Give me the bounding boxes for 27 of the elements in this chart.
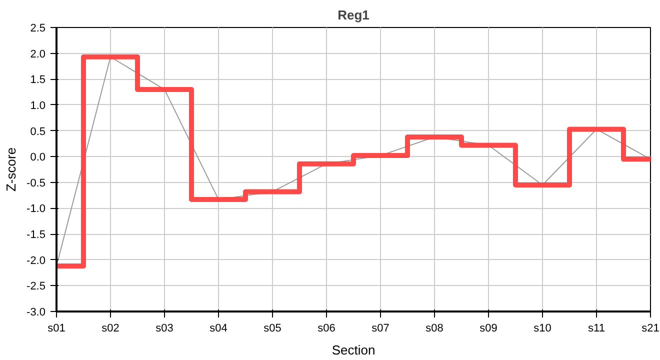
x-tick-label: s11 (588, 322, 605, 334)
x-tick-label: s04 (210, 322, 228, 334)
y-tick-label: 2.5 (30, 22, 46, 34)
x-tick-label: s09 (480, 322, 498, 334)
y-tick-label: -0.5 (26, 177, 46, 190)
x-tick-label: s21 (642, 322, 660, 334)
x-tick-label: s10 (534, 322, 552, 334)
x-tick-label: s03 (156, 322, 174, 334)
x-tick-label: s05 (264, 322, 282, 334)
y-tick-label: -2.0 (26, 254, 46, 267)
y-tick-label: 1.5 (30, 74, 46, 86)
x-axis-title: Section (332, 342, 376, 358)
y-tick-label: 0.0 (30, 152, 46, 164)
chart-title: Reg1 (338, 8, 370, 22)
y-tick-label: 1.0 (30, 100, 46, 112)
y-tick-label: 2.0 (30, 48, 46, 60)
y-tick-label: -1.5 (26, 229, 46, 242)
x-tick-label: s07 (372, 322, 390, 334)
x-tick-label: s01 (48, 322, 66, 334)
y-tick-label: -1.0 (26, 203, 46, 216)
y-tick-label: -2.5 (26, 280, 46, 293)
x-tick-label: s06 (318, 322, 336, 334)
x-tick-label: s08 (426, 322, 444, 334)
x-tick-label: s02 (102, 322, 120, 334)
y-axis-title: Z-score (4, 147, 19, 192)
y-tick-label: 0.5 (30, 126, 46, 138)
y-tick-label: -3.0 (26, 306, 46, 318)
